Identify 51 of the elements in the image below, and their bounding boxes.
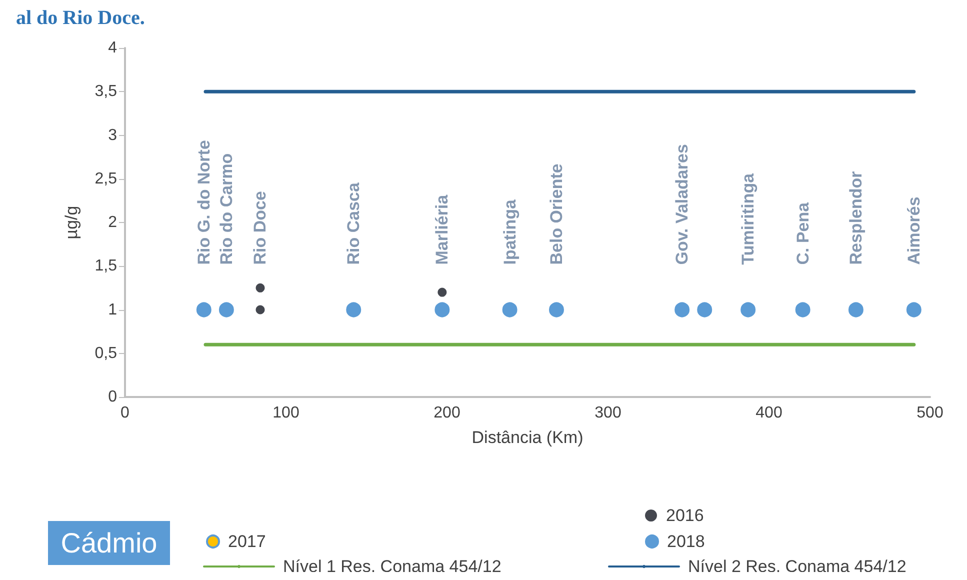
point <box>740 302 756 318</box>
x-tick-label: 300 <box>594 404 622 422</box>
y-tick-label: 0,5 <box>94 344 118 362</box>
annotation: Rio do Carmo <box>216 153 236 265</box>
annotation: Rio G. do Norte <box>194 140 214 265</box>
legend-label: 2017 <box>228 532 266 551</box>
point <box>548 302 564 318</box>
legend-label: 2016 <box>666 506 704 525</box>
annotation: Rio Casca <box>344 182 364 265</box>
point <box>795 302 810 318</box>
x-axis-title: Distância (Km) <box>472 428 584 447</box>
legend-label: 2018 <box>667 532 705 551</box>
legend-label: Nível 2 Res. Conama 454/12 <box>688 557 906 576</box>
legend-label: Nível 1 Res. Conama 454/12 <box>283 557 502 576</box>
annotation: Tumiritinga <box>738 172 758 265</box>
point <box>697 302 712 318</box>
annotation: Aimorés <box>904 196 924 265</box>
chart-title: al do Rio Doce. <box>16 7 145 29</box>
y-tick-label: 3 <box>108 126 118 144</box>
x-tick-label: 100 <box>272 404 300 422</box>
x-tick-label: 200 <box>434 404 460 422</box>
annotation: Marliéria <box>432 194 452 265</box>
point <box>848 302 864 318</box>
point <box>256 283 265 292</box>
point <box>346 302 362 318</box>
x-tick-label: 0 <box>120 404 130 422</box>
x-tick-label: 500 <box>916 404 944 422</box>
point <box>438 288 447 297</box>
y-tick-label: 0 <box>108 388 118 406</box>
y-tick-label: 1,5 <box>94 258 118 275</box>
annotation: Resplendor <box>846 170 866 265</box>
annotation: Rio Doce <box>250 191 270 265</box>
point <box>906 302 922 318</box>
x-tick-label: 400 <box>756 404 782 422</box>
point <box>196 302 212 318</box>
annotation: C. Pena <box>793 202 812 265</box>
y-tick-label: 1 <box>108 301 118 318</box>
annotation: Ipatinga <box>500 199 520 265</box>
text: Cádmio <box>60 528 158 558</box>
y-tick-label: 2,5 <box>94 170 118 188</box>
y-tick-label: 3,5 <box>94 83 118 100</box>
point <box>434 302 450 318</box>
annotation: Gov. Valadares <box>672 144 692 265</box>
y-axis-title: µg/g <box>62 206 81 240</box>
annotation: Belo Oriente <box>546 164 566 265</box>
y-tick-label: 2 <box>108 214 118 231</box>
point <box>502 302 518 318</box>
y-tick-label: 4 <box>108 40 118 56</box>
point <box>256 305 265 314</box>
point <box>218 302 234 318</box>
point <box>674 302 690 318</box>
